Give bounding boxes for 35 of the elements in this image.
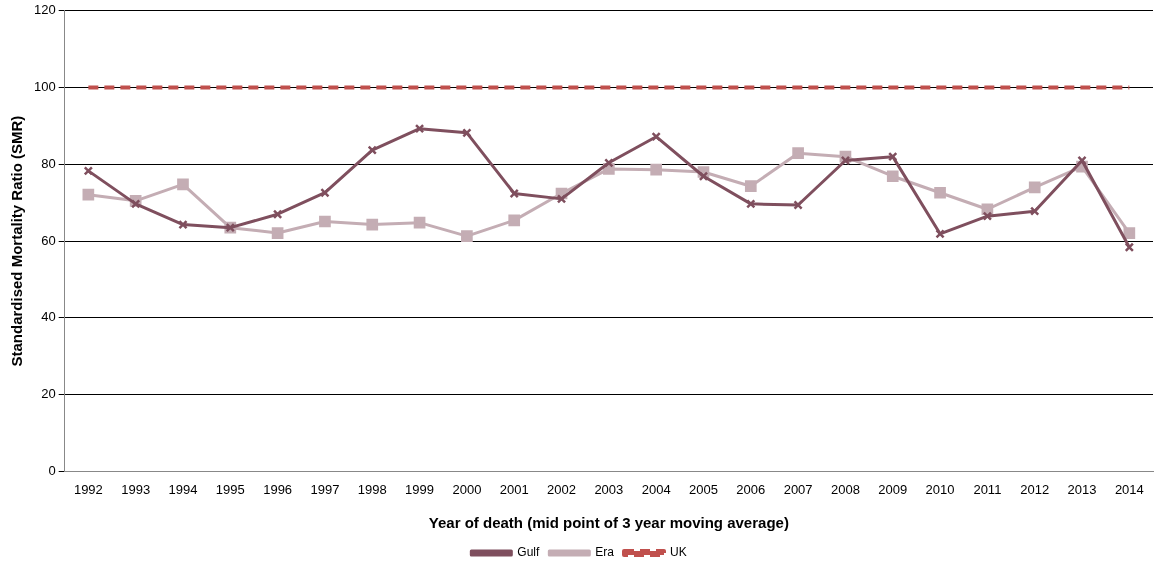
x-tick-label: 2004: [641, 481, 671, 497]
y-tick-label: 100: [33, 79, 56, 95]
x-tick-label: 1996: [263, 481, 293, 497]
x-tick-label: 2000: [452, 481, 482, 497]
x-tick-label: 2001: [499, 481, 529, 497]
x-tick-label: 2014: [1114, 481, 1144, 497]
legend-label: Gulf: [517, 545, 540, 560]
x-tick-label: 2008: [830, 481, 860, 497]
x-tick-label: 2005: [689, 481, 718, 497]
y-tick-label: 0: [48, 462, 56, 478]
legend-label: Era: [595, 545, 615, 560]
x-tick-label: 2011: [973, 481, 1002, 497]
x-tick-label: 2013: [1067, 481, 1097, 497]
x-tick-label: 2002: [547, 481, 576, 497]
x-tick-label: 1995: [215, 481, 245, 497]
x-tick-label: 2003: [594, 481, 624, 497]
x-tick-label: 2006: [736, 481, 766, 497]
y-tick-label: 20: [41, 386, 56, 402]
x-tick-label: 1997: [310, 481, 340, 497]
legend-label: UK: [670, 545, 687, 560]
x-tick-label: 1994: [168, 481, 198, 497]
x-tick-label: 1999: [405, 481, 435, 497]
x-tick-label: 2010: [925, 481, 955, 497]
y-tick-label: 120: [33, 2, 56, 18]
x-tick-label: 2007: [783, 481, 813, 497]
x-tick-label: 1998: [357, 481, 387, 497]
y-tick-label: 60: [41, 232, 56, 248]
x-axis-title: Year of death (mid point of 3 year moving average): [428, 514, 789, 532]
x-tick-label: 2012: [1020, 481, 1050, 497]
y-tick-label: 80: [41, 155, 56, 171]
x-tick-label: 2009: [878, 481, 908, 497]
x-tick-label: 1992: [73, 481, 103, 497]
y-tick-label: 40: [41, 309, 56, 325]
x-tick-label: 1993: [121, 481, 151, 497]
y-axis-title: Standardised Mortality Ratio (SMR): [8, 115, 26, 367]
